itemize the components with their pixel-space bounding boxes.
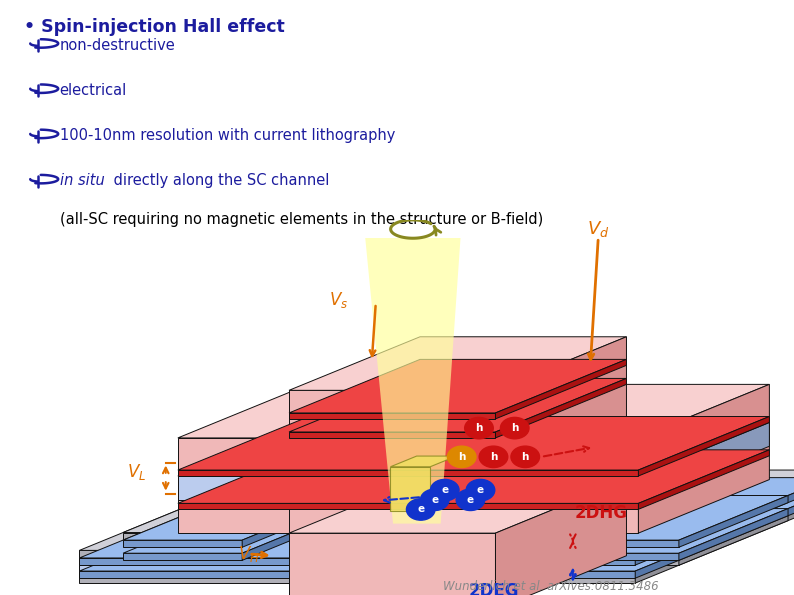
- Polygon shape: [495, 480, 626, 595]
- Text: in situ: in situ: [60, 173, 104, 189]
- Polygon shape: [242, 488, 352, 565]
- Polygon shape: [289, 337, 626, 390]
- Text: e: e: [477, 485, 484, 495]
- Polygon shape: [289, 533, 495, 595]
- Text: h: h: [490, 452, 497, 462]
- Text: Wunderlich et al. arXives:0811.3486: Wunderlich et al. arXives:0811.3486: [443, 580, 659, 593]
- Circle shape: [430, 480, 459, 501]
- Polygon shape: [391, 456, 457, 466]
- Polygon shape: [560, 533, 679, 565]
- Polygon shape: [123, 540, 242, 547]
- Polygon shape: [560, 553, 679, 560]
- Polygon shape: [79, 478, 794, 558]
- Polygon shape: [638, 422, 769, 500]
- Circle shape: [500, 418, 529, 439]
- Polygon shape: [289, 359, 626, 413]
- Polygon shape: [123, 553, 242, 560]
- Polygon shape: [635, 485, 794, 574]
- Text: e: e: [417, 505, 424, 515]
- Text: $V_d$: $V_d$: [587, 220, 610, 239]
- Polygon shape: [679, 496, 788, 547]
- Polygon shape: [495, 378, 626, 438]
- Text: h: h: [458, 452, 465, 462]
- Circle shape: [464, 418, 493, 439]
- Circle shape: [466, 480, 495, 501]
- Polygon shape: [178, 416, 769, 470]
- Polygon shape: [178, 476, 638, 500]
- Polygon shape: [635, 478, 794, 565]
- Circle shape: [457, 489, 484, 511]
- Polygon shape: [123, 533, 242, 565]
- Polygon shape: [635, 491, 794, 578]
- Circle shape: [480, 446, 508, 468]
- Polygon shape: [178, 503, 638, 509]
- Text: $V_H$: $V_H$: [238, 544, 260, 563]
- Circle shape: [448, 446, 476, 468]
- Polygon shape: [79, 470, 794, 550]
- Text: h: h: [511, 423, 518, 433]
- Text: e: e: [431, 495, 438, 505]
- Polygon shape: [289, 390, 495, 533]
- Polygon shape: [123, 509, 352, 553]
- Text: 2DHG: 2DHG: [575, 504, 628, 522]
- Polygon shape: [178, 450, 769, 503]
- Text: (all-SC requiring no magnetic elements in the structure or B-field): (all-SC requiring no magnetic elements i…: [60, 212, 543, 227]
- Polygon shape: [495, 337, 626, 533]
- Text: electrical: electrical: [60, 83, 127, 98]
- Polygon shape: [123, 496, 352, 540]
- Polygon shape: [178, 384, 769, 438]
- Circle shape: [421, 489, 449, 511]
- Polygon shape: [679, 488, 788, 565]
- Polygon shape: [178, 422, 769, 476]
- Polygon shape: [178, 438, 638, 533]
- Polygon shape: [635, 470, 794, 583]
- Polygon shape: [365, 238, 461, 524]
- Polygon shape: [638, 384, 769, 533]
- Polygon shape: [289, 413, 495, 419]
- Polygon shape: [79, 491, 794, 571]
- Polygon shape: [560, 488, 788, 533]
- Text: $V_L$: $V_L$: [127, 462, 146, 483]
- Text: 100-10nm resolution with current lithography: 100-10nm resolution with current lithogr…: [60, 128, 395, 143]
- Circle shape: [407, 499, 435, 520]
- Polygon shape: [79, 550, 635, 583]
- Text: e: e: [441, 485, 449, 495]
- Polygon shape: [560, 496, 788, 540]
- Polygon shape: [178, 470, 638, 476]
- Polygon shape: [391, 466, 430, 511]
- Text: h: h: [522, 452, 529, 462]
- Polygon shape: [495, 359, 626, 419]
- Polygon shape: [638, 450, 769, 509]
- Polygon shape: [79, 571, 635, 578]
- Text: 2DEG: 2DEG: [468, 582, 519, 595]
- Polygon shape: [560, 540, 679, 547]
- Text: h: h: [476, 423, 483, 433]
- Polygon shape: [79, 485, 794, 565]
- Circle shape: [511, 446, 540, 468]
- Polygon shape: [123, 488, 352, 533]
- Polygon shape: [289, 480, 626, 533]
- Polygon shape: [79, 558, 635, 565]
- Text: directly along the SC channel: directly along the SC channel: [109, 173, 330, 189]
- Polygon shape: [560, 509, 788, 553]
- Polygon shape: [242, 509, 352, 560]
- Polygon shape: [289, 432, 495, 438]
- Text: e: e: [467, 495, 474, 505]
- Text: non-destructive: non-destructive: [60, 37, 175, 53]
- Polygon shape: [242, 496, 352, 547]
- Polygon shape: [679, 509, 788, 560]
- Text: • Spin-injection Hall effect: • Spin-injection Hall effect: [24, 18, 284, 36]
- Polygon shape: [638, 416, 769, 476]
- Text: $V_s$: $V_s$: [329, 290, 348, 310]
- Polygon shape: [79, 565, 635, 574]
- Polygon shape: [289, 378, 626, 432]
